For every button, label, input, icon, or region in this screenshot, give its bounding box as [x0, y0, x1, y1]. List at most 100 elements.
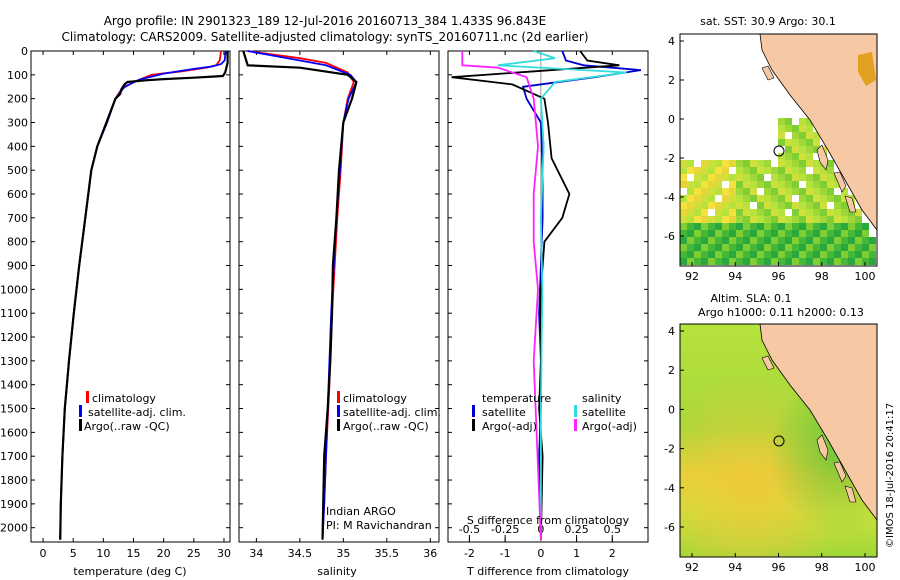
sst-cell	[715, 160, 722, 167]
sst-cell	[813, 258, 820, 265]
sst-cell	[757, 160, 764, 167]
sst-cell	[680, 195, 687, 202]
sst-cell	[722, 223, 729, 230]
sst-cell	[757, 237, 764, 244]
sst-cell	[708, 223, 715, 230]
legend-salinity-title: salinity	[582, 392, 622, 405]
map-y-tick-label: -6	[664, 521, 675, 534]
sst-cell	[750, 258, 757, 265]
sst-cell	[757, 244, 764, 251]
sst-cell	[757, 209, 764, 216]
legend-t-satellite-label: satellite	[482, 406, 526, 419]
sst-cell	[834, 195, 841, 202]
sst-cell	[778, 132, 785, 139]
sst-cell	[701, 223, 708, 230]
sst-cell	[778, 244, 785, 251]
sst-map: sat. SST: 30.9 Argo: 30.1 92 94 96 98 100 4 2 0…	[664, 15, 878, 283]
sst-cell	[708, 181, 715, 188]
sst-cell	[820, 174, 827, 181]
sst-cell	[827, 188, 834, 195]
sst-cell	[687, 216, 694, 223]
sst-cell	[806, 174, 813, 181]
sst-cell	[820, 251, 827, 258]
sst-cell	[687, 223, 694, 230]
sst-cell	[820, 181, 827, 188]
sla-map: Altim. SLA: 0.1 Argo h1000: 0.11 h2000: …	[664, 292, 878, 574]
sst-cell	[715, 181, 722, 188]
sst-cell	[785, 188, 792, 195]
y-tick-label: 1700	[0, 450, 28, 463]
x-tick-label: 1	[573, 547, 580, 560]
sst-cell	[785, 160, 792, 167]
sst-cell	[715, 251, 722, 258]
sst-cell	[813, 202, 820, 209]
map-y-tick-label: 2	[668, 74, 675, 87]
sst-cell	[680, 167, 687, 174]
sst-cell	[729, 209, 736, 216]
sst-cell	[785, 258, 792, 265]
legend-argo-swatch	[79, 419, 82, 431]
sst-cell	[764, 181, 771, 188]
x-tick-label: -2	[464, 547, 475, 560]
sst-cell	[680, 209, 687, 216]
y-tick-label: 1100	[0, 307, 28, 320]
sst-cell	[701, 216, 708, 223]
sst-cell	[778, 258, 785, 265]
s-difference-label: S difference from climatology	[467, 514, 630, 527]
sst-cell	[785, 181, 792, 188]
sst-cell	[757, 181, 764, 188]
legend-t-argo-label: Argo(-adj)	[482, 420, 537, 433]
legend-satellite-label: satellite-adj. clim.	[88, 406, 186, 419]
sst-cell	[785, 195, 792, 202]
sst-cell	[736, 223, 743, 230]
map-y-tick-label: 0	[668, 113, 675, 126]
sst-cell	[869, 258, 876, 265]
sst-cell	[855, 223, 862, 230]
x-tick-label: 30	[217, 547, 231, 560]
header-line-1: Argo profile: IN 2901323_189 12-Jul-2016…	[104, 14, 547, 28]
sst-cell	[701, 174, 708, 181]
sst-cell	[827, 181, 834, 188]
island-shape	[844, 485, 857, 503]
series-line-s-satellite	[497, 50, 627, 540]
sst-cell	[708, 160, 715, 167]
sst-cell	[764, 188, 771, 195]
sst-cell	[862, 251, 869, 258]
sst-cell	[750, 251, 757, 258]
sst-cell	[715, 258, 722, 265]
sst-cell	[778, 167, 785, 174]
sst-cell	[736, 237, 743, 244]
sst-cell	[743, 202, 750, 209]
sst-cell	[694, 223, 701, 230]
sst-cell	[771, 174, 778, 181]
annotation-program: Indian ARGO	[326, 505, 396, 518]
sst-cell	[715, 230, 722, 237]
legend-climatology-swatch	[337, 391, 340, 403]
legend-climatology-label: climatology	[343, 392, 407, 405]
sst-cell	[827, 244, 834, 251]
sst-cell	[820, 230, 827, 237]
x-tick-label: 35.5	[375, 547, 400, 560]
sst-cell	[785, 230, 792, 237]
t-difference-label: T difference from climatology	[466, 565, 629, 578]
sst-cell	[694, 181, 701, 188]
sst-cell	[869, 244, 876, 251]
sst-cell	[813, 244, 820, 251]
sst-cell	[792, 202, 799, 209]
temperature-lines	[59, 50, 229, 540]
sst-cell	[687, 181, 694, 188]
sla-map-title: Altim. SLA: 0.1	[710, 292, 791, 305]
sst-cell	[743, 244, 750, 251]
sst-cell	[750, 223, 757, 230]
sst-cell	[799, 237, 806, 244]
sst-cell	[841, 188, 848, 195]
argo-location-marker	[773, 435, 785, 447]
sst-cell	[715, 209, 722, 216]
sst-cell	[722, 251, 729, 258]
sst-cell	[708, 251, 715, 258]
sst-cell	[743, 251, 750, 258]
sst-cell	[862, 244, 869, 251]
temperature-plot-frame	[30, 50, 231, 543]
sst-cell	[729, 174, 736, 181]
sst-cell	[862, 230, 869, 237]
